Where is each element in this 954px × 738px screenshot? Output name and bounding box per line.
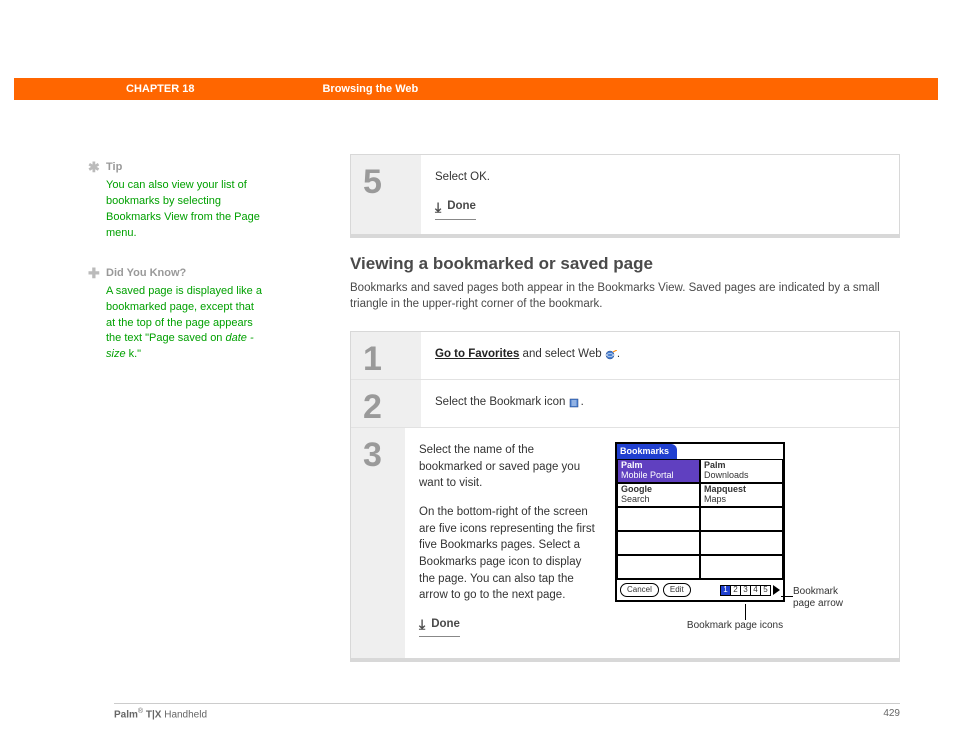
device-bottom-bar: Cancel Edit 12345 (617, 579, 783, 600)
done-arrow-icon: ⤓ (435, 200, 441, 214)
page-next-arrow-icon[interactable] (773, 585, 780, 595)
step-3-row: 3 Select the name of the bookmarked or s… (351, 427, 899, 658)
callout-line-2 (745, 604, 746, 620)
bookmark-cell[interactable]: GoogleSearch (617, 483, 700, 507)
bookmark-cell-empty[interactable] (700, 555, 783, 579)
footer-brand-2: T|X (143, 709, 161, 720)
steps-block: 1 Go to Favorites and select Web . 2 Sel… (350, 331, 900, 662)
step-5-number: 5 (351, 155, 421, 234)
tip-heading: Tip (106, 160, 122, 176)
bookmark-cell-empty[interactable] (700, 531, 783, 555)
step-5-text: Select OK. (435, 169, 885, 186)
step-2-number: 2 (351, 380, 421, 427)
sidebar: ✱ Tip You can also view your list of boo… (106, 160, 266, 387)
bookmark-cell-empty[interactable] (617, 507, 700, 531)
cancel-button[interactable]: Cancel (620, 583, 659, 597)
footer-brand: Palm® T|X Handheld (114, 708, 207, 720)
callout-page-icons: Bookmark page icons (675, 620, 795, 632)
step-2-period: . (581, 396, 584, 408)
bookmarks-device: Bookmarks PalmMobile PortalPalmDownloads… (615, 442, 785, 603)
page-box-5[interactable]: 5 (760, 585, 771, 596)
footer-brand-3: Handheld (161, 709, 207, 720)
dyk-body-2: k." (126, 348, 142, 360)
device-illustration-wrap: Bookmarks PalmMobile PortalPalmDownloads… (615, 442, 885, 603)
dyk-body: A saved page is displayed like a bookmar… (106, 284, 266, 364)
bookmark-cell-empty[interactable] (617, 531, 700, 555)
done-arrow-icon-3: ⤓ (419, 617, 425, 631)
asterisk-icon: ✱ (88, 160, 100, 174)
footer-brand-1: Palm (114, 709, 138, 720)
section-description: Bookmarks and saved pages both appear in… (350, 280, 900, 313)
main-content: 5 Select OK. ⤓ Done Viewing a bookmarked… (350, 154, 900, 678)
step-2-text: Select the Bookmark icon (435, 396, 569, 408)
step-3-p2: On the bottom-right of the screen are fi… (419, 504, 599, 604)
step-2-row: 2 Select the Bookmark icon . (351, 379, 899, 427)
step-1-rest: and select Web (519, 348, 604, 360)
chapter-label: CHAPTER 18 (126, 83, 194, 95)
bookmark-icon (569, 397, 581, 407)
section-title: Viewing a bookmarked or saved page (350, 254, 900, 274)
tip-note: ✱ Tip You can also view your list of boo… (106, 160, 266, 242)
dyk-heading: Did You Know? (106, 266, 186, 282)
done-label-3: Done (431, 616, 460, 633)
page-number: 429 (883, 708, 900, 720)
step-1-period: . (617, 348, 620, 360)
done-label: Done (447, 198, 476, 215)
bookmarks-grid: PalmMobile PortalPalmDownloadsGoogleSear… (617, 459, 783, 579)
web-icon (605, 349, 617, 359)
bookmarks-tab: Bookmarks (617, 444, 677, 460)
chapter-header: CHAPTER 18 Browsing the Web (14, 78, 938, 100)
done-marker: ⤓ Done (435, 198, 476, 219)
chapter-title: Browsing the Web (322, 83, 418, 95)
callout-page-arrow: Bookmark page arrow (793, 586, 863, 610)
step-3-number: 3 (351, 428, 405, 658)
step-2-content: Select the Bookmark icon . (421, 380, 899, 427)
step-3-p1: Select the name of the bookmarked or sav… (419, 442, 599, 492)
bookmark-cell-empty[interactable] (700, 507, 783, 531)
bookmark-cell-empty[interactable] (617, 555, 700, 579)
bookmark-cell[interactable]: PalmMobile Portal (617, 459, 700, 483)
plus-icon: ✚ (88, 266, 100, 280)
step-1-content: Go to Favorites and select Web . (421, 332, 899, 379)
tip-body: You can also view your list of bookmarks… (106, 178, 266, 242)
page-selector: 12345 (721, 585, 780, 596)
step-1-row: 1 Go to Favorites and select Web . (351, 332, 899, 379)
step-1-number: 1 (351, 332, 421, 379)
step-3-content: Select the name of the bookmarked or sav… (405, 428, 899, 658)
edit-button[interactable]: Edit (663, 583, 691, 597)
done-marker-3: ⤓ Done (419, 616, 460, 637)
did-you-know-note: ✚ Did You Know? A saved page is displaye… (106, 266, 266, 364)
page-footer: Palm® T|X Handheld 429 (114, 703, 900, 720)
step-5-block: 5 Select OK. ⤓ Done (350, 154, 900, 238)
bookmark-cell[interactable]: MapquestMaps (700, 483, 783, 507)
go-to-favorites-link[interactable]: Go to Favorites (435, 348, 519, 360)
callout-line-1 (781, 596, 793, 597)
bookmark-cell[interactable]: PalmDownloads (700, 459, 783, 483)
